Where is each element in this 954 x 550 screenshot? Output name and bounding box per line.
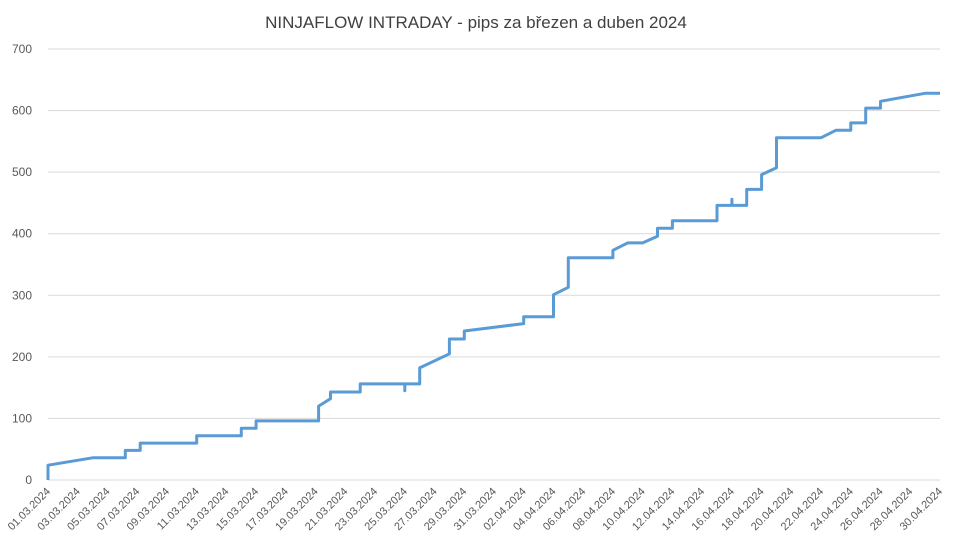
y-tick-label: 200 xyxy=(12,350,32,364)
y-tick-label: 300 xyxy=(12,288,32,302)
y-tick-label: 100 xyxy=(12,411,32,425)
x-axis: 01.03.202403.03.202405.03.202407.03.2024… xyxy=(6,486,945,533)
series-line xyxy=(46,91,940,480)
gridlines xyxy=(48,48,940,481)
y-tick-label: 0 xyxy=(25,473,32,487)
y-tick-label: 400 xyxy=(12,227,32,241)
y-axis: 0 100 200 300 400 500 600 700 xyxy=(12,42,32,487)
series-layer xyxy=(46,91,940,480)
chart-title: NINJAFLOW INTRADAY - pips za březen a du… xyxy=(265,13,687,32)
y-tick-label: 500 xyxy=(12,165,32,179)
y-tick-label: 700 xyxy=(12,42,32,56)
y-tick-label: 600 xyxy=(12,104,32,118)
